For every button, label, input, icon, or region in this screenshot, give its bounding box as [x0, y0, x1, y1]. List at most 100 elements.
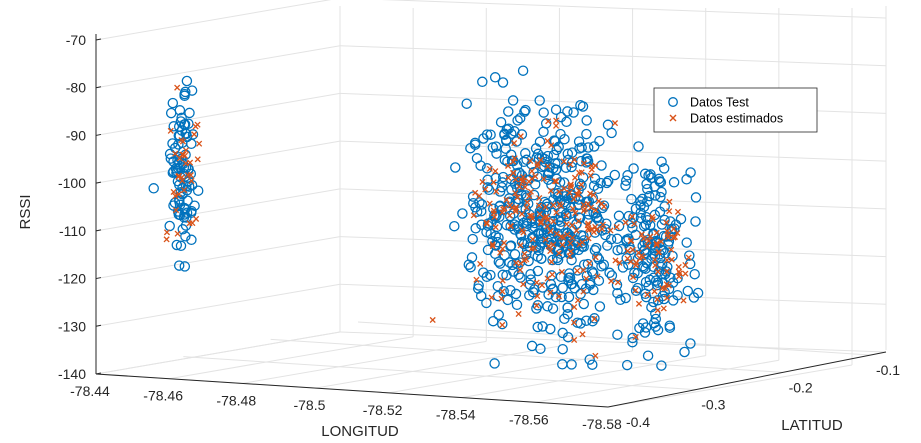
point-datos-test	[478, 77, 487, 86]
z-tick-label: -120	[58, 271, 86, 287]
point-datos-test	[543, 302, 552, 311]
grid-line-z-back	[340, 0, 886, 18]
z-tick-mark	[96, 230, 101, 231]
point-datos-estimados	[478, 261, 483, 266]
y-tick-label: -0.1	[876, 362, 900, 378]
point-datos-test	[613, 330, 622, 339]
point-datos-test	[607, 128, 616, 137]
grid-line-z-back	[340, 46, 886, 66]
point-datos-test	[182, 76, 191, 85]
point-datos-estimados	[518, 134, 523, 139]
x-tick-label: -78.44	[70, 383, 110, 399]
point-datos-estimados	[623, 220, 628, 225]
grid-line-z	[96, 0, 340, 40]
point-datos-test	[489, 317, 498, 326]
point-datos-test	[690, 270, 699, 279]
point-datos-estimados	[500, 322, 505, 327]
point-datos-estimados	[572, 175, 577, 180]
x-tick-label: -78.56	[509, 411, 549, 427]
point-datos-test	[597, 161, 606, 170]
point-datos-test	[462, 99, 471, 108]
point-datos-estimados	[175, 85, 180, 90]
point-datos-test	[582, 116, 591, 125]
point-datos-estimados	[575, 298, 580, 303]
y-tick-label: -0.4	[626, 414, 650, 430]
point-datos-estimados	[553, 123, 558, 128]
point-datos-estimados	[175, 231, 180, 236]
point-datos-test	[168, 99, 177, 108]
point-datos-test	[634, 142, 643, 151]
point-datos-test	[498, 78, 507, 87]
point-datos-test	[590, 142, 599, 151]
point-datos-estimados	[493, 225, 498, 230]
point-datos-test	[579, 299, 588, 308]
point-datos-test	[494, 310, 503, 319]
point-datos-estimados	[667, 209, 672, 214]
point-datos-test	[519, 66, 528, 75]
point-datos-test	[512, 300, 521, 309]
point-datos-estimados	[609, 279, 614, 284]
grid	[96, 0, 886, 407]
legend: Datos Test Datos estimados	[654, 88, 817, 132]
grid-line-z	[96, 93, 340, 135]
grid-line-z-back	[340, 189, 886, 209]
point-datos-test	[167, 109, 176, 118]
point-datos-estimados	[197, 141, 202, 146]
point-datos-estimados	[661, 306, 666, 311]
x-tick-label: -78.5	[293, 397, 325, 413]
z-tick-mark	[96, 39, 101, 40]
point-datos-test	[194, 186, 203, 195]
z-tick-mark	[96, 134, 101, 135]
grid-line-x	[96, 332, 340, 374]
grid-line-z	[96, 141, 340, 183]
point-datos-test	[503, 295, 512, 304]
point-datos-test	[595, 302, 604, 311]
point-datos-test	[528, 341, 537, 350]
x-tick-label: -78.58	[582, 416, 622, 432]
point-datos-test	[680, 347, 689, 356]
point-datos-test	[558, 345, 567, 354]
point-datos-test	[533, 266, 542, 275]
z-tick-mark	[96, 325, 101, 326]
point-datos-test	[472, 154, 481, 163]
point-datos-test	[458, 209, 467, 218]
z-tick-label: -80	[66, 80, 86, 96]
point-datos-test	[175, 261, 184, 270]
grid-line-z	[96, 189, 340, 231]
point-datos-estimados	[655, 308, 660, 313]
point-datos-test	[508, 96, 517, 105]
point-datos-estimados	[601, 204, 606, 209]
z-tick-label: -130	[58, 318, 86, 334]
point-datos-test	[691, 193, 700, 202]
point-datos-estimados	[683, 271, 688, 276]
z-tick-mark	[96, 182, 101, 183]
point-datos-test	[610, 170, 619, 179]
point-datos-estimados	[430, 317, 435, 322]
grid-line-z	[96, 46, 340, 88]
point-datos-test	[558, 360, 567, 369]
x-tick-label: -78.46	[143, 388, 183, 404]
point-datos-test	[521, 149, 530, 158]
point-datos-test	[686, 168, 695, 177]
point-datos-estimados	[192, 132, 197, 137]
point-datos-test	[165, 221, 174, 230]
point-datos-test	[563, 303, 572, 312]
x-tick-label: -78.48	[216, 392, 256, 408]
point-datos-estimados	[507, 213, 512, 218]
point-datos-estimados	[516, 311, 521, 316]
z-tick-label: -100	[58, 175, 86, 191]
point-datos-estimados	[550, 272, 555, 277]
point-datos-test	[450, 222, 459, 231]
y-tick-label: -0.2	[789, 379, 813, 395]
point-datos-test	[504, 107, 513, 116]
point-datos-estimados	[612, 120, 617, 125]
x-axis-label: LONGITUD	[321, 423, 399, 440]
point-datos-test	[683, 286, 692, 295]
point-datos-test	[548, 304, 557, 313]
z-tick-label: -140	[58, 366, 86, 382]
legend-label-estimados: Datos estimados	[690, 112, 783, 126]
grid-line-z	[96, 237, 340, 279]
point-datos-test	[691, 217, 700, 226]
point-datos-estimados	[473, 190, 478, 195]
point-datos-estimados	[681, 298, 686, 303]
